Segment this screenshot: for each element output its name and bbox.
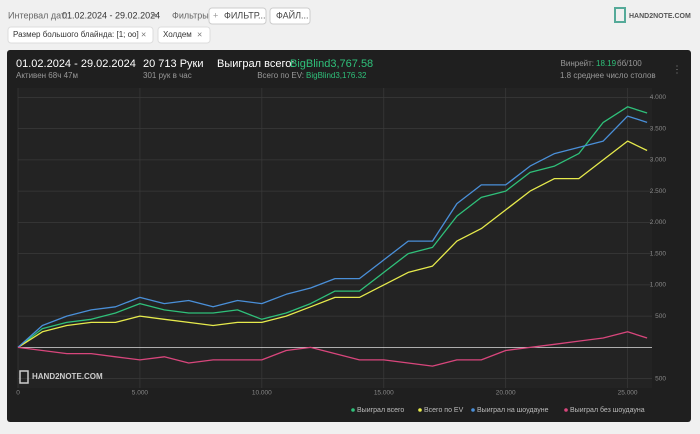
legend-label: Выиграл всего [357,407,404,414]
x-tick-label: 15.000 [374,390,394,397]
winrate-unit: бб/100 [617,59,642,68]
y-tick-label: 3.500 [650,125,667,132]
summary-dates: 01.02.2024 - 29.02.2024 [16,58,136,70]
y-tick-label: 2.000 [650,219,667,226]
x-tick-label: 25.000 [618,390,638,397]
logo-icon [614,7,626,23]
won-value: BigBlind3,767.58 [290,58,373,70]
legend-marker [418,408,422,412]
ev-value: BigBlind3,176.32 [306,71,367,80]
chip-text: Размер большого блайнда: [1; oo] [13,30,139,39]
menu-icon[interactable]: ⋮ [672,65,682,76]
y-tick-label: 4.000 [650,94,667,101]
x-tick-label: 10.000 [252,390,272,397]
dropdown-arrow[interactable] [151,14,157,17]
logo: HAND2NOTE.COM [629,13,691,20]
plus-icon: + [213,10,218,20]
summary-hands: 20 713 Руки [143,58,204,70]
series-line [17,115,648,348]
legend-marker [351,408,355,412]
filters-label: Фильтры: [172,10,211,20]
legend-label: Выиграл на шоудауне [477,407,549,414]
winrate-value: 18.19 [596,59,617,68]
watermark: HAND2NOTE.COM [32,372,103,381]
y-tick-label: 1.500 [650,250,667,257]
file-button-text: ФАЙЛ... [276,9,309,20]
x-tick-label: 0 [16,390,20,397]
filter-button[interactable] [208,7,267,25]
won-label: Выиграл всего: [217,58,294,70]
legend-label: Всего по EV [424,407,464,414]
x-tick-label: 20.000 [496,390,516,397]
chip-close[interactable]: × [197,29,202,39]
plot-area [18,88,652,388]
filter-button-text: ФИЛЬТР... [224,10,266,20]
y-tick-label: 3.000 [650,157,667,164]
chip[interactable] [157,26,211,44]
file-button[interactable] [269,7,311,25]
summary-active: Активен 68ч 47м [16,71,78,80]
summary-hph: 301 рук в час [143,71,192,80]
y-tick-label: 2.500 [650,188,667,195]
legend-label: Выиграл без шоудауна [570,406,645,414]
series-line [17,140,648,348]
winrate-label: Винрейт: [561,59,594,68]
plot: 500 500 1.000 1.500 2.000 2.500 3.000 3.500 4.00… [16,88,666,397]
ev-label: Всего по EV: [257,71,304,80]
series-line [17,331,648,367]
chip-text: Холдем [163,30,192,39]
series-line [17,106,648,348]
interval-value[interactable]: 01.02.2024 - 29.02.2024 [62,10,160,20]
watermark-icon [19,370,29,384]
y-tick-label: 500 [655,313,666,320]
y-tick-label: 500 [655,375,666,382]
y-tick-label: 1.000 [650,282,667,289]
legend-marker [564,408,568,412]
chip-close[interactable]: × [141,29,146,39]
summary-tables: 1.8 среднее число столов [560,71,656,80]
legend-marker [471,408,475,412]
x-tick-label: 5.000 [132,390,149,397]
interval-label: Интервал дат: [8,10,68,20]
chip[interactable] [7,26,154,44]
